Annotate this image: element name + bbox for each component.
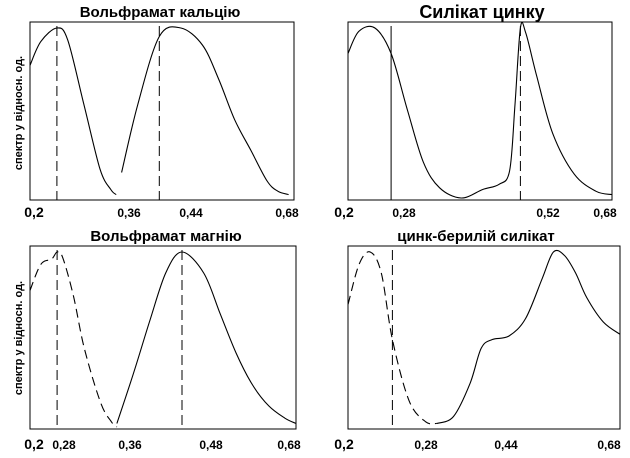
spectrum-curve-2 — [121, 26, 289, 196]
data-marks — [29, 26, 289, 200]
x-tick-label: 0,68 — [593, 206, 617, 220]
data-marks — [29, 250, 297, 429]
spectrum-curve-2 — [436, 249, 621, 425]
x-tick-label: 0,36 — [118, 438, 142, 452]
x-tick-label: 0,68 — [277, 438, 301, 452]
spectrum-curve-1 — [29, 251, 118, 428]
panel-zinc-silicate: Силікат цинку 0,2 0,28 0,52 0,68 — [334, 2, 617, 220]
x-tick-label: 0,48 — [199, 438, 223, 452]
x-tick-label: 0,36 — [117, 206, 141, 220]
panel-calcium-tungstate: Вольфрамат кальцію спектр у відносн. од.… — [13, 4, 299, 220]
y-axis-label: спектр у відносн. од. — [13, 56, 25, 170]
panel-title: Вольфрамат магнію — [90, 228, 241, 245]
x-tick-label: 0,68 — [275, 206, 299, 220]
data-marks — [347, 249, 621, 429]
plot-frame — [347, 245, 621, 430]
spectrum-curve-1 — [347, 251, 437, 425]
x-tick-label: 0,68 — [597, 438, 621, 452]
x-tick-label: 0,2 — [24, 436, 44, 452]
x-tick-label: 0,44 — [494, 438, 518, 452]
x-tick-label: 0,28 — [414, 438, 438, 452]
panel-zinc-beryllium-silicate: цинк-берилій силікат 0,2 0,28 0,44 0,68 — [334, 228, 621, 452]
x-tick-label: 0,28 — [392, 206, 416, 220]
x-tick-label: 0,2 — [24, 204, 44, 220]
x-tick-label: 0,28 — [52, 438, 76, 452]
x-tick-label: 0,44 — [179, 206, 203, 220]
plot-frame — [29, 245, 297, 430]
panel-magnesium-tungstate: Вольфрамат магнію спектр у відносн. од. … — [13, 228, 301, 452]
spectrum-curve-1 — [29, 27, 117, 196]
spectrum-curve-1 — [347, 21, 613, 199]
spectrum-curve-2 — [116, 251, 297, 424]
x-tick-label: 0,2 — [334, 204, 354, 220]
plot-frame — [347, 21, 613, 201]
plot-frame — [29, 21, 295, 201]
x-tick-label: 0,2 — [334, 436, 354, 452]
x-tick-label: 0,52 — [536, 206, 560, 220]
y-axis-label: спектр у відносн. од. — [13, 281, 25, 395]
panel-title: Вольфрамат кальцію — [80, 4, 241, 21]
data-marks — [347, 21, 613, 200]
panel-title: цинк-берилій силікат — [397, 228, 555, 245]
panel-title: Силікат цинку — [419, 2, 544, 22]
